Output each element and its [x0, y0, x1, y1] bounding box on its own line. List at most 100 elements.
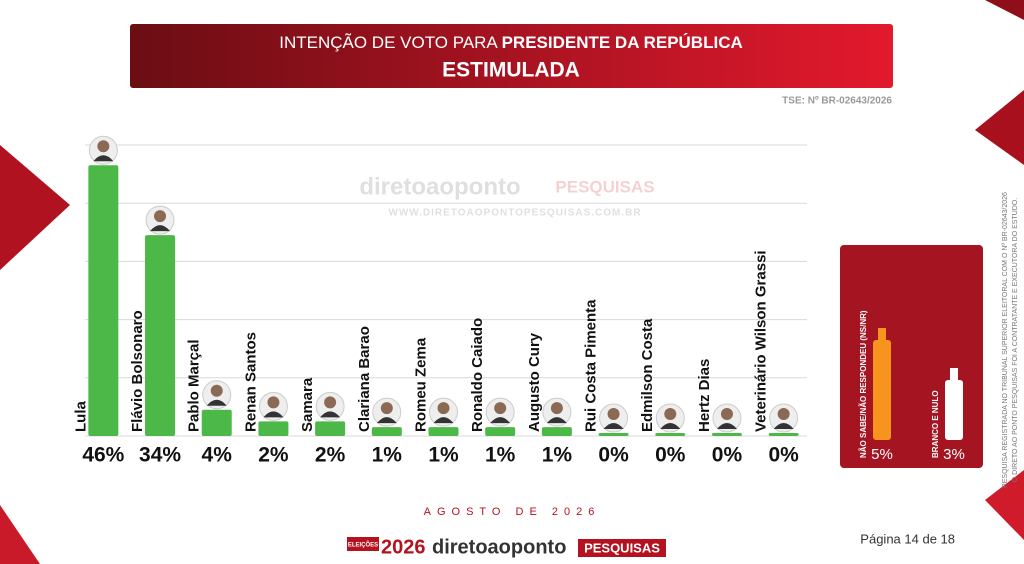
candidate-photo	[429, 397, 458, 427]
page-number: Página 14 de 18	[860, 531, 955, 546]
logo-tag-box	[578, 539, 666, 557]
bar	[655, 433, 686, 436]
bar	[88, 165, 119, 436]
candidate-photo	[315, 391, 345, 421]
photo-head	[777, 408, 790, 420]
candidate-photo	[145, 205, 175, 235]
value-label: 0%	[598, 444, 629, 467]
photo-body	[660, 423, 681, 429]
photo-body	[93, 155, 114, 162]
photo-head	[494, 402, 507, 415]
watermark: diretoaoponto PESQUISAS WWW.DIRETOAOPONT…	[359, 173, 654, 218]
candidate-photo	[372, 397, 402, 427]
photo-head	[210, 384, 223, 397]
photo-body	[376, 417, 397, 424]
bar	[428, 427, 459, 436]
note: PESQUISA REGISTRADA NO TRIBUNAL SUPERIOR…	[1002, 192, 1009, 488]
photo-head	[664, 408, 677, 420]
candidate-photo	[599, 403, 629, 433]
candidate-photo	[542, 397, 572, 427]
photo-head	[97, 140, 110, 153]
x-tick-label: Rui Costa Pimenta	[583, 299, 600, 432]
value-label: 46%	[82, 444, 124, 467]
candidate-photo	[769, 403, 799, 433]
note: O DIRETO AO PONTO PESQUISAS FOI A CONTRA…	[1012, 198, 1019, 483]
others-value: 5%	[871, 446, 893, 463]
date: AGOSTO DE 2026	[424, 506, 601, 518]
photo-head	[154, 210, 167, 223]
bar	[598, 433, 629, 436]
others-label: BRANCO E NULO	[931, 390, 940, 458]
x-tick-label: Samara	[299, 377, 316, 432]
value-label: 2%	[258, 444, 289, 467]
photo-body	[546, 417, 567, 424]
bar	[485, 427, 516, 436]
candidate-photo	[655, 403, 685, 433]
watermark-tag: PESQUISAS	[555, 177, 654, 196]
x-tick-label: Ronaldo Caiado	[469, 318, 486, 432]
value-label: 4%	[202, 444, 233, 467]
bar	[145, 235, 176, 436]
chart-subtitle: ESTIMULADA	[442, 59, 580, 82]
photo-head	[607, 408, 620, 420]
value-label: 34%	[139, 444, 181, 467]
value-label: 2%	[315, 444, 346, 467]
logo-badge-box	[347, 537, 379, 551]
x-tick-label: Lula	[72, 401, 89, 432]
bottle	[945, 380, 963, 440]
x-tick-label: Romeu Zema	[412, 337, 429, 432]
candidate-photo	[712, 403, 742, 433]
photo-body	[773, 423, 794, 429]
candidate-photo	[258, 391, 288, 421]
candidate-photo	[202, 380, 232, 410]
chart-title: INTENÇÃO DE VOTO PARA PRESIDENTE DA REPÚ…	[279, 33, 743, 52]
value-label: 1%	[542, 444, 573, 467]
candidate-photo	[88, 135, 118, 165]
bar	[315, 421, 346, 436]
header-banner	[130, 24, 893, 88]
photo-head	[267, 396, 280, 409]
bar	[541, 427, 572, 436]
x-tick-label: Veterinário Wilson Grassi	[753, 250, 770, 432]
bar	[201, 409, 232, 436]
bar	[711, 433, 742, 436]
x-tick-label: Edmilson Costa	[639, 318, 656, 432]
x-tick-label: Augusto Cury	[526, 332, 543, 432]
photo-body	[490, 417, 511, 424]
value-label: 0%	[712, 444, 743, 467]
bar	[768, 433, 799, 436]
photo-body	[320, 411, 341, 418]
photo-head	[550, 402, 563, 415]
value-label: 1%	[372, 444, 403, 467]
logo-year: 2026	[381, 536, 426, 558]
photo-body	[433, 417, 454, 424]
others-value: 3%	[943, 446, 965, 463]
photo-body	[150, 225, 171, 232]
candidate-photo	[485, 397, 515, 427]
value-label: 1%	[428, 444, 459, 467]
logo-name: diretoaoponto	[432, 536, 566, 558]
bar	[371, 427, 402, 436]
x-tick-label: Flávio Bolsonaro	[129, 310, 146, 432]
others-label: NÃO SABE/NÃO RESPONDEU (NS/NR)	[859, 310, 868, 458]
logo: ELEIÇÕES 2026 diretoaoponto PESQUISAS	[347, 536, 666, 558]
value-label: 0%	[768, 444, 799, 467]
photo-body	[603, 423, 624, 429]
value-label: 1%	[485, 444, 516, 467]
logo-badge: ELEIÇÕES	[348, 542, 378, 549]
bar	[258, 421, 289, 436]
x-tick-label: Pablo Marçal	[186, 339, 203, 432]
logo-tag: PESQUISAS	[584, 540, 660, 555]
x-tick-label: Renan Santos	[242, 332, 259, 432]
photo-body	[206, 399, 227, 406]
photo-body	[716, 423, 737, 429]
photo-head	[380, 402, 393, 415]
bottle-neck	[950, 368, 958, 380]
photo-head	[324, 396, 337, 409]
photo-head	[720, 408, 733, 420]
x-tick-label: Hertz Dias	[696, 359, 713, 432]
x-tick-label: Clariana Barao	[356, 326, 373, 432]
watermark-url: WWW.DIRETOAOPONTOPESQUISAS.COM.BR	[388, 208, 641, 219]
